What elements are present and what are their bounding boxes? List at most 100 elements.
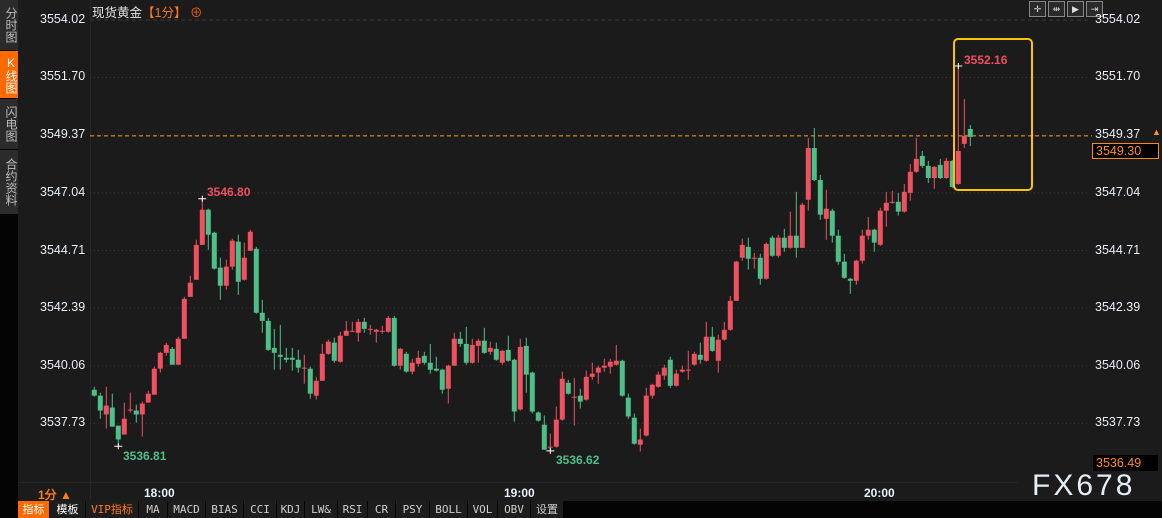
play-forward-icon[interactable]: ▶: [1067, 1, 1084, 17]
candle-body: [889, 201, 895, 203]
candle-body: [637, 439, 643, 445]
candle-body: [745, 246, 751, 259]
candle-body: [523, 345, 529, 375]
candle-body: [607, 361, 613, 367]
candle-body: [313, 380, 319, 396]
view-sidebar: 分时图 K线图 闪电图 合约资料: [0, 0, 18, 518]
candle-body: [661, 367, 667, 376]
candle-body: [763, 243, 769, 279]
candle-body: [109, 407, 115, 427]
annotation-high-1: 3546.80: [207, 185, 251, 199]
period-selector[interactable]: 1分 ▲: [38, 488, 72, 502]
candle-body: [913, 158, 919, 172]
candle-body: [421, 355, 427, 363]
indicator-vol[interactable]: VOL: [468, 501, 498, 518]
candle-body: [919, 155, 925, 166]
indicator-ma[interactable]: MA: [139, 501, 168, 518]
candle-body: [367, 328, 373, 330]
time-tick: 18:00: [144, 486, 175, 500]
indicator-rsi[interactable]: RSI: [338, 501, 368, 518]
indicator-boll[interactable]: BOLL: [430, 501, 468, 518]
tab-indicators[interactable]: 指标: [18, 501, 50, 518]
settings-button[interactable]: 设置: [531, 501, 564, 518]
candle-body: [397, 348, 403, 366]
candle-body: [739, 244, 745, 258]
indicator-bias[interactable]: BIAS: [206, 501, 244, 518]
candle-body: [139, 403, 145, 415]
y-tick-left: 3544.71: [40, 242, 86, 257]
move-right-icon[interactable]: ⇥: [1086, 1, 1103, 17]
candle-body: [481, 340, 487, 353]
candle-body: [859, 235, 865, 261]
y-tick-left: 3537.73: [40, 415, 86, 430]
candle-body: [235, 241, 241, 282]
current-price-label: 3549.30: [1092, 143, 1159, 159]
candle-body: [883, 202, 889, 211]
candle-body: [217, 267, 223, 286]
candle-body: [835, 235, 841, 262]
candle-body: [163, 344, 169, 353]
candle-body: [529, 372, 535, 412]
time-tick: 19:00: [504, 486, 535, 500]
candle-body: [547, 446, 553, 448]
zoom-range-icon[interactable]: ⇹: [1048, 1, 1065, 17]
candle-body: [679, 369, 685, 372]
candle-body: [247, 231, 253, 251]
highlight-box: [953, 38, 1033, 191]
candle-body: [583, 376, 589, 400]
sidebar-tab-timeshare[interactable]: 分时图: [0, 0, 18, 50]
candle-body: [937, 164, 943, 178]
indicator-obv[interactable]: OBV: [498, 501, 531, 518]
candle-body: [463, 343, 469, 363]
candle-body: [181, 298, 187, 339]
instrument-name: 现货黄金: [92, 6, 143, 20]
sidebar-tab-flash[interactable]: 闪电图: [0, 99, 18, 149]
sidebar-tab-contract-info[interactable]: 合约资料: [0, 150, 18, 214]
candle-body: [577, 395, 583, 402]
candle-body: [943, 160, 949, 178]
candle-body: [121, 418, 127, 435]
candle-body: [439, 369, 445, 390]
candle-body: [403, 353, 409, 372]
candle-body: [157, 352, 163, 369]
chart-tools: ✛ ⇹ ▶ ⇥: [1029, 1, 1103, 17]
tab-templates[interactable]: 模板: [50, 501, 86, 518]
candle-body: [877, 210, 883, 245]
y-tick-left: 3540.06: [40, 357, 86, 372]
candle-body: [631, 417, 637, 444]
candle-body: [961, 135, 967, 144]
candle-body: [169, 348, 175, 365]
candle-body: [493, 348, 499, 360]
candle-body: [757, 257, 763, 279]
candle-body: [655, 374, 661, 387]
candle-body: [283, 357, 289, 360]
tab-vip-indicators[interactable]: VIP指标: [86, 501, 139, 518]
candle-body: [385, 317, 391, 332]
candle-body: [229, 240, 235, 267]
candle-body: [811, 148, 817, 180]
candle-body: [103, 405, 109, 415]
indicator-macd[interactable]: MACD: [168, 501, 206, 518]
crosshair-icon[interactable]: ✛: [1029, 1, 1046, 17]
indicator-kdj[interactable]: KDJ: [277, 501, 305, 518]
indicator-lw[interactable]: LW&: [305, 501, 338, 518]
candle-body: [175, 338, 181, 365]
indicator-cci[interactable]: CCI: [244, 501, 277, 518]
candle-body: [571, 396, 577, 398]
candle-body: [769, 237, 775, 256]
candle-body: [841, 261, 847, 278]
candle-body: [211, 232, 217, 269]
candle-body: [733, 261, 739, 301]
sidebar-tab-kline[interactable]: K线图: [0, 51, 18, 98]
indicator-cr[interactable]: CR: [368, 501, 396, 518]
candle-body: [295, 359, 301, 368]
circle-plus-icon[interactable]: ⊕: [189, 6, 203, 20]
candle-body: [613, 360, 619, 365]
candle-body: [391, 317, 397, 366]
candle-body: [643, 395, 649, 436]
candle-body: [541, 424, 547, 450]
candle-body: [289, 357, 295, 360]
candle-body: [895, 201, 901, 212]
indicator-psy[interactable]: PSY: [396, 501, 430, 518]
